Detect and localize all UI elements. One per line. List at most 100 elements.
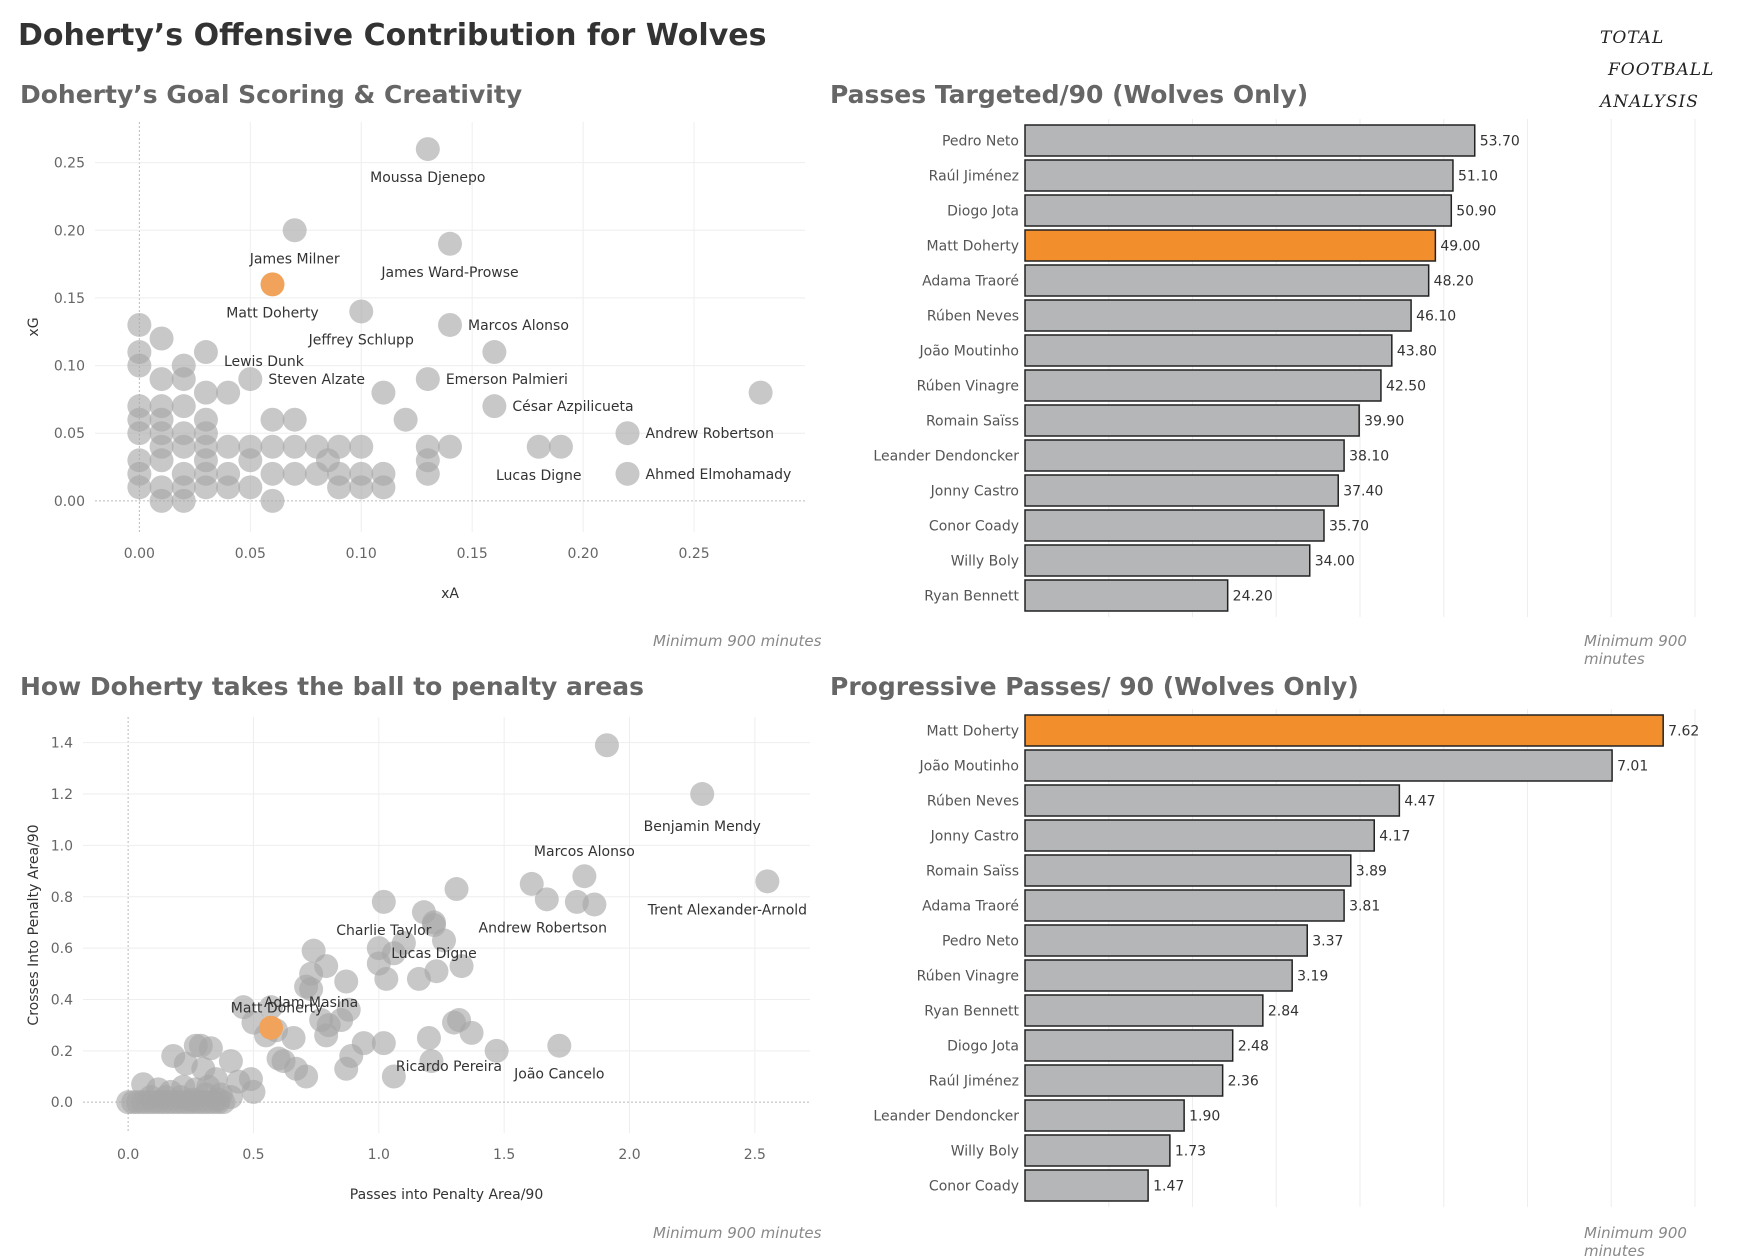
bar bbox=[1024, 474, 1339, 507]
bar bbox=[1024, 544, 1311, 577]
bar-category-label: João Moutinho bbox=[919, 759, 1020, 775]
scatter-point-labeled bbox=[415, 367, 440, 392]
panel-title-goal-scoring: Doherty’s Goal Scoring & Creativity bbox=[20, 80, 523, 109]
scatter-point bbox=[149, 488, 174, 513]
scatter-point bbox=[444, 877, 469, 902]
bar bbox=[1024, 159, 1454, 192]
point-label: Moussa Djenepo bbox=[370, 170, 485, 186]
bar-value-label: 4.47 bbox=[1404, 794, 1435, 810]
scatter-point-labeled bbox=[690, 782, 715, 807]
scatter-point-labeled bbox=[526, 434, 551, 459]
point-label: Lucas Digne bbox=[496, 468, 582, 484]
y-tick-label: 0.8 bbox=[51, 890, 73, 906]
bar-category-label: Adama Traoré bbox=[922, 899, 1019, 915]
scatter-point bbox=[459, 1020, 484, 1045]
bar-value-label: 3.81 bbox=[1349, 899, 1380, 915]
point-label: Matt Doherty bbox=[226, 305, 318, 321]
point-label: Ricardo Pereira bbox=[396, 1059, 502, 1075]
point-label: Matt Doherty bbox=[231, 1001, 323, 1017]
scatter-point bbox=[198, 1036, 223, 1061]
footnote-passes-targeted: Minimum 900 minutes bbox=[1584, 632, 1687, 668]
scatter-point-labeled bbox=[534, 887, 559, 912]
scatter-point bbox=[193, 475, 218, 500]
point-label: Lewis Dunk bbox=[224, 354, 305, 370]
scatter-point-labeled bbox=[755, 869, 780, 894]
bar-value-label: 7.62 bbox=[1668, 724, 1699, 740]
y-tick-label: 0.2 bbox=[51, 1044, 73, 1060]
scatter-point bbox=[216, 475, 241, 500]
y-tick-label: 0.4 bbox=[51, 992, 73, 1008]
scatter-point bbox=[484, 1038, 509, 1063]
bar-value-label: 1.47 bbox=[1153, 1179, 1184, 1195]
scatter-point bbox=[327, 434, 352, 459]
scatter-point-labeled bbox=[371, 889, 396, 914]
scatter-point bbox=[391, 930, 416, 955]
bar bbox=[1024, 959, 1293, 992]
bar bbox=[1024, 784, 1401, 817]
scatter-point bbox=[260, 434, 285, 459]
bar-value-label: 3.19 bbox=[1297, 969, 1328, 985]
point-labels: Benjamin Mendy Marcos Alonso Trent Alexand… bbox=[231, 819, 807, 1083]
bar-category-label: Conor Coady bbox=[929, 519, 1019, 535]
point-label: Marcos Alonso bbox=[534, 844, 635, 860]
scatter-point bbox=[206, 1087, 231, 1112]
point-label: Lucas Digne bbox=[391, 946, 477, 962]
bar-value-label: 34.00 bbox=[1315, 554, 1355, 570]
bar-value-label: 42.50 bbox=[1386, 379, 1426, 395]
x-tick-label: 0.25 bbox=[678, 546, 709, 562]
scatter-penalty-area: 0.0 0.5 1.0 1.5 2.0 2.5 0.0 0.2 0.4 0.6 0.8 1.0 1.2 1… bbox=[26, 717, 810, 1203]
scatter-point bbox=[193, 380, 218, 405]
scatter-point bbox=[171, 434, 196, 459]
scatter-point-labeled bbox=[299, 961, 324, 986]
bar bbox=[1024, 1169, 1149, 1202]
logo-line-2: FOOTBALL bbox=[1608, 60, 1715, 80]
y-axis-title: Crosses Into Penalty Area/90 bbox=[26, 824, 42, 1025]
y-tick-label: 1.2 bbox=[51, 787, 73, 803]
footnote-progressive-passes: Minimum 900 minutes bbox=[1584, 1224, 1687, 1260]
point-label: César Azpilicueta bbox=[512, 399, 633, 415]
scatter-point-labeled bbox=[615, 421, 640, 446]
points bbox=[116, 733, 780, 1115]
bar-category-label: Pedro Neto bbox=[942, 934, 1019, 950]
scatter-point bbox=[419, 1049, 444, 1074]
y-tick-label: 0.00 bbox=[54, 494, 85, 510]
y-tick-label: 1.4 bbox=[51, 736, 73, 752]
footnote-penalty-areas: Minimum 900 minutes bbox=[653, 1224, 822, 1242]
point-label: Adam Masina bbox=[264, 995, 358, 1011]
point-label: Jeffrey Schlupp bbox=[308, 332, 414, 348]
bar bbox=[1024, 404, 1360, 437]
scatter-point bbox=[171, 367, 196, 392]
scatter-point bbox=[282, 407, 307, 432]
scatter-point-labeled bbox=[572, 864, 597, 889]
scatter-point bbox=[327, 475, 352, 500]
scatter-point bbox=[149, 367, 174, 392]
scatter-point bbox=[260, 488, 285, 513]
bar bbox=[1024, 1064, 1224, 1097]
y-tick-label: 0.20 bbox=[54, 223, 85, 239]
point-label: Charlie Taylor bbox=[336, 923, 431, 939]
scatter-point bbox=[260, 407, 285, 432]
bar-category-label: Romain Saïss bbox=[926, 864, 1019, 880]
x-tick-label: 0.20 bbox=[568, 546, 599, 562]
x-axis-title: xA bbox=[441, 586, 459, 602]
scatter-point bbox=[349, 434, 374, 459]
y-tick-label: 1.0 bbox=[51, 838, 73, 854]
scatter-point bbox=[127, 475, 152, 500]
bar bbox=[1024, 924, 1308, 957]
bar bbox=[1024, 579, 1229, 612]
bar bbox=[1024, 854, 1352, 887]
point-label: Ahmed Elmohamady bbox=[646, 467, 792, 483]
scatter-point-labeled bbox=[193, 340, 218, 365]
bar-value-label: 2.48 bbox=[1238, 1039, 1269, 1055]
x-tick-label: 0.0 bbox=[117, 1147, 139, 1163]
bar-category-label: Jonny Castro bbox=[930, 829, 1019, 845]
scatter-point bbox=[127, 353, 152, 378]
scatter-point-labeled bbox=[415, 137, 440, 162]
bar bbox=[1024, 749, 1613, 782]
bar-category-label: Diogo Jota bbox=[947, 204, 1019, 220]
scatter-point bbox=[371, 380, 396, 405]
panel-title-passes-targeted: Passes Targeted/90 (Wolves Only) bbox=[830, 80, 1309, 109]
bar bbox=[1024, 369, 1382, 402]
scatter-point bbox=[282, 461, 307, 486]
point-label: Steven Alzate bbox=[268, 372, 365, 388]
